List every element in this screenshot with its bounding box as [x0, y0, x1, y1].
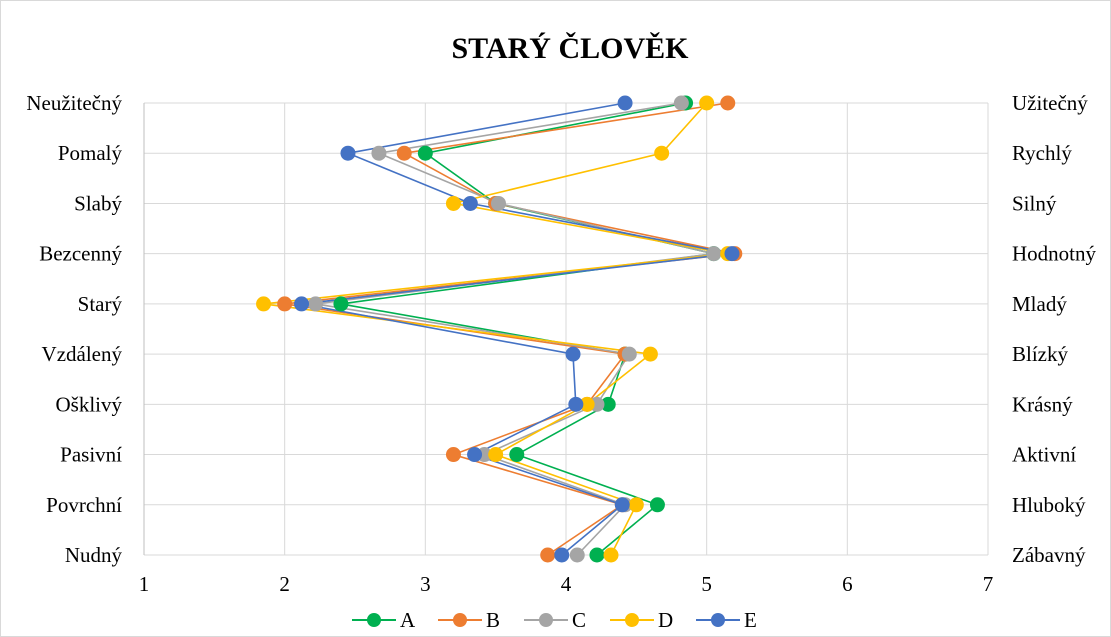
legend-marker-d: [625, 613, 639, 627]
right-category-label: Hodnotný: [1012, 242, 1097, 266]
data-point-c: [706, 246, 722, 262]
left-category-label: Neužitečný: [26, 91, 122, 115]
legend-label-b: B: [486, 608, 500, 632]
right-category-label: Krásný: [1012, 392, 1073, 416]
data-point-b: [277, 296, 293, 312]
left-category-label: Bezcenný: [39, 242, 122, 266]
left-category-label: Pasivní: [60, 443, 122, 467]
data-point-e: [462, 195, 478, 211]
right-category-label: Mladý: [1012, 292, 1067, 316]
left-category-label: Ošklivý: [55, 392, 122, 416]
grid-layer: [143, 102, 989, 556]
left-category-label: Povrchní: [46, 493, 122, 517]
legend-marker-c: [539, 613, 553, 627]
legend-marker-a: [367, 613, 381, 627]
legend-label-d: D: [658, 608, 673, 632]
data-point-c: [308, 296, 324, 312]
legend-marker-b: [453, 613, 467, 627]
data-point-d: [445, 195, 461, 211]
data-point-d: [628, 497, 644, 513]
legend-marker-e: [711, 613, 725, 627]
chart-title: STARÝ ČLOVĚK: [452, 32, 690, 65]
right-category-label: Aktivní: [1012, 443, 1076, 467]
data-point-e: [568, 396, 584, 412]
right-category-label: Užitečný: [1012, 91, 1088, 115]
data-point-e: [554, 547, 570, 563]
data-point-d: [488, 447, 504, 463]
left-category-label: Nudný: [65, 543, 123, 567]
x-tick-label: 2: [279, 572, 290, 596]
x-tick-label: 3: [420, 572, 431, 596]
x-tick-label: 4: [561, 572, 572, 596]
data-point-e: [724, 246, 740, 262]
legend-label-c: C: [572, 608, 586, 632]
data-point-a: [509, 447, 525, 463]
left-category-label: Pomalý: [58, 141, 123, 165]
data-point-e: [565, 346, 581, 362]
data-point-a: [649, 497, 665, 513]
series-line-e: [301, 102, 733, 556]
x-tick-label: 5: [701, 572, 712, 596]
series-line-a: [340, 102, 714, 556]
right-category-label: Rychlý: [1012, 141, 1072, 165]
data-point-c: [569, 547, 585, 563]
data-point-c: [621, 346, 637, 362]
data-point-e: [294, 296, 310, 312]
x-tick-label: 6: [842, 572, 853, 596]
axis-labels-layer: 1 2 3 4 5 6 7 Neužitečný Pomalý Slabý Bezcenný Star…: [26, 91, 1096, 596]
legend-label-a: A: [400, 608, 416, 632]
series-line-d: [263, 102, 728, 556]
data-point-a: [589, 547, 605, 563]
x-tick-label: 7: [983, 572, 994, 596]
series-line-c: [315, 102, 714, 556]
left-category-label: Vzdálený: [42, 342, 123, 366]
data-point-e: [614, 497, 630, 513]
data-point-e: [617, 95, 633, 111]
x-tick-label: 1: [139, 572, 150, 596]
data-point-b: [445, 447, 461, 463]
right-category-label: Blízký: [1012, 342, 1068, 366]
data-point-e: [340, 145, 356, 161]
data-point-d: [699, 95, 715, 111]
data-point-a: [333, 296, 349, 312]
series-points-layer: [256, 95, 743, 563]
legend: A B C D E: [352, 608, 757, 632]
left-category-label: Slabý: [74, 191, 122, 215]
left-category-label: Starý: [78, 292, 123, 316]
right-category-label: Silný: [1012, 191, 1057, 215]
data-point-d: [256, 296, 272, 312]
legend-label-e: E: [744, 608, 757, 632]
data-point-d: [603, 547, 619, 563]
right-category-label: Hluboký: [1012, 493, 1086, 517]
data-point-e: [467, 447, 483, 463]
data-point-d: [654, 145, 670, 161]
data-point-d: [642, 346, 658, 362]
data-point-b: [540, 547, 556, 563]
data-point-b: [396, 145, 412, 161]
data-point-c: [371, 145, 387, 161]
data-point-c: [490, 195, 506, 211]
series-line-b: [284, 102, 735, 556]
data-point-c: [673, 95, 689, 111]
series-lines-layer: [263, 102, 735, 556]
right-category-label: Zábavný: [1012, 543, 1086, 567]
data-point-b: [720, 95, 736, 111]
data-point-a: [417, 145, 433, 161]
